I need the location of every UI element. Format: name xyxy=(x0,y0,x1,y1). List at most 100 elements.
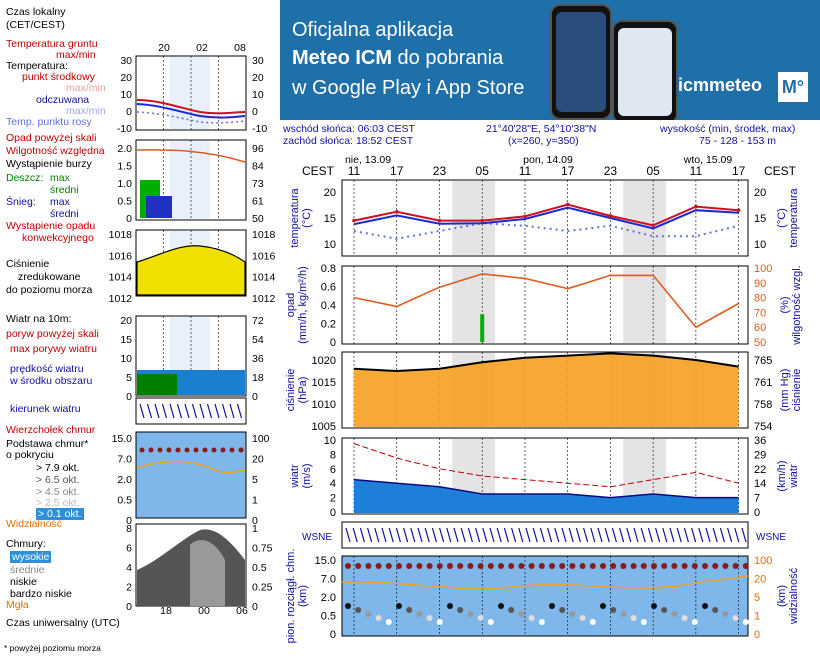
pressure-tick-r: 754 xyxy=(754,421,772,433)
legend-wind-arrow xyxy=(214,403,220,419)
cloud-base-dot xyxy=(406,607,413,613)
cloud-top-dot xyxy=(549,563,555,569)
visibility-tick: 100 xyxy=(754,555,772,567)
precip-axis-label: opad (mm/h, kg/m²/h) xyxy=(285,266,309,344)
legend-pres-tick-r: 1012 xyxy=(252,293,276,305)
hour-label: 05 xyxy=(476,164,490,178)
cloud-top-dot xyxy=(477,563,484,569)
temp-tick: 20 xyxy=(324,187,336,199)
legend-cl-tick: 0 xyxy=(126,601,132,613)
precip-panel xyxy=(341,265,749,345)
cloud-top-dot xyxy=(447,563,453,569)
precip-bar xyxy=(480,314,485,342)
banner-line-3: w Google Play i App Store xyxy=(292,77,525,99)
date-label: nie, 13.09 xyxy=(345,154,391,166)
cloud-top-dot xyxy=(365,563,372,569)
legend-okt65: > 6.5 okt. xyxy=(36,474,80,486)
legend-cl-tick-r: 1 xyxy=(252,523,258,535)
wind-direction-arrow xyxy=(583,527,589,543)
wind-tick: 6 xyxy=(330,464,336,476)
legend-cloudtop-dot xyxy=(166,447,172,453)
legend-vis-tick: 5 xyxy=(252,474,258,486)
precip-tick: 0.8 xyxy=(321,263,336,275)
cloud-base-dot xyxy=(549,603,555,609)
cloud-base-dot xyxy=(416,611,423,617)
legend-hum-tick: 73 xyxy=(252,178,264,190)
legend-temp-tick: 30 xyxy=(120,55,132,67)
wind-tick-r: 0 xyxy=(754,507,760,519)
legend-feels-line xyxy=(136,103,246,119)
legend-precip-tick: 1.5 xyxy=(117,161,132,173)
cloud-base-dot xyxy=(477,615,484,621)
legend-cloud-base-2: o pokryciu xyxy=(6,449,54,461)
wind-direction-arrow xyxy=(417,527,423,543)
wind-axis-label-text: (m/s) xyxy=(301,463,313,488)
cloud-top-dot xyxy=(702,563,708,569)
cloud-top-dot xyxy=(620,563,627,569)
pressure-tick-r: 758 xyxy=(754,399,772,411)
cloud-top-dot xyxy=(732,563,739,569)
wind-direction-arrow xyxy=(395,527,401,543)
legend-wind-tick: 5 xyxy=(126,372,132,384)
legend-cloud-base: Podstawa chmur* xyxy=(6,438,89,450)
humidity-tick: 60 xyxy=(754,322,766,334)
precip-panel-night xyxy=(623,267,666,343)
legend-pres-tick-r: 1014 xyxy=(252,272,276,284)
legend-clouds-very-low: bardzo niskie xyxy=(10,588,72,600)
humidity-axis-label: (%) wilgotność wzgl. xyxy=(779,265,803,345)
legend-wind-tick-r: 0 xyxy=(252,391,258,403)
cloud-base-dot xyxy=(589,619,596,625)
legend-cloudtop-dot xyxy=(193,447,199,453)
legend-pres-tick: 1012 xyxy=(109,293,133,305)
pressure-tick-r: 765 xyxy=(754,355,772,367)
legend-ground-temp: Temperatura gruntu xyxy=(6,38,98,50)
pressure-tick: 1010 xyxy=(312,399,336,411)
visibility-axis-label-text: widzialność xyxy=(788,567,800,625)
legend-convective-2: konwekcyjnego xyxy=(22,232,94,244)
cloud-top-dot xyxy=(345,563,351,569)
wind-direction-arrow xyxy=(611,527,617,543)
wind-tick: 4 xyxy=(330,478,336,490)
cloud-top-dot xyxy=(498,563,504,569)
visibility-series xyxy=(341,575,749,590)
temperature-point xyxy=(736,208,741,212)
legend-gusts-over: poryw powyżej skali xyxy=(6,328,99,340)
legend-cb-tick: 0.5 xyxy=(117,495,132,507)
cloud-base-dot xyxy=(651,603,657,609)
wind-direction-arrow xyxy=(575,527,581,543)
legend-okt01: > 0.1 okt. xyxy=(36,508,84,520)
legend-cl-tick-r: 0.25 xyxy=(252,582,273,594)
cloudbase-tick: 2.0 xyxy=(321,592,336,604)
cloud-base-dot xyxy=(447,603,453,609)
legend-cl-tick-r: 0 xyxy=(252,601,258,613)
legend-precip-panel-night xyxy=(170,141,210,219)
wind-direction-arrow xyxy=(691,527,697,543)
cloud-base-dot xyxy=(498,603,504,609)
legend-temp-tick-r: -10 xyxy=(252,123,267,135)
legend-cloudtop-dot xyxy=(229,447,235,453)
cloud-top-dot xyxy=(589,563,596,569)
legend-wind-tick-r: 54 xyxy=(252,334,264,346)
cloud-top-dot xyxy=(559,563,566,569)
wind-direction-arrow xyxy=(352,527,358,543)
cloud-top-dot xyxy=(579,563,586,569)
legend-cb-tick: 0 xyxy=(126,515,132,527)
app-promo-banner[interactable]: Oficjalna aplikacja Meteo ICM do pobrani… xyxy=(280,0,820,120)
cloudbase-axis-label-text: (km) xyxy=(297,585,309,607)
legend-wind-speed-2: w środku obszaru xyxy=(10,375,93,387)
banner-line-1: Oficjalna aplikacja xyxy=(292,19,454,41)
temperature-point xyxy=(523,214,527,219)
legend-feels-maxmin: max/min xyxy=(66,105,106,117)
wind-direction-arrow xyxy=(475,527,481,543)
legend-temp-tick-r: 10 xyxy=(252,89,264,101)
wind-direction-arrow xyxy=(734,527,740,543)
legend-cloudtop-dot xyxy=(202,447,208,453)
cloud-base-dot xyxy=(742,619,749,625)
wind-direction-arrow xyxy=(439,527,445,543)
legend-temp-tick: 0 xyxy=(126,106,132,118)
cloud-top-dot xyxy=(487,563,494,569)
legend-temp-panel-night xyxy=(170,57,210,129)
legend-local-time-tz: (CET/CEST) xyxy=(6,19,65,31)
wind-direction-arrow xyxy=(719,527,725,543)
temp-axis-label: temperatura (°C) xyxy=(289,187,313,247)
